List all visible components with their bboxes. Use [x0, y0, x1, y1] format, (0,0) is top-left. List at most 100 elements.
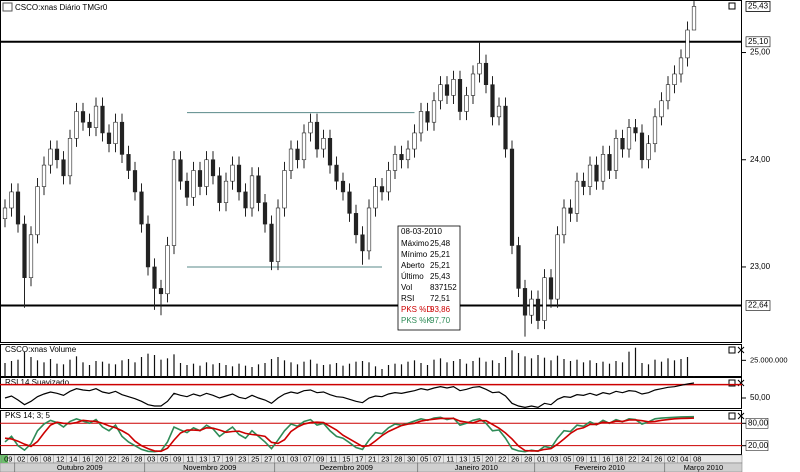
- volume-bar: [342, 365, 344, 377]
- candle-body: [275, 207, 281, 262]
- volume-bar: [17, 359, 19, 377]
- volume-bar: [530, 358, 533, 377]
- x-tick-label: 30: [407, 454, 415, 463]
- volume-bar: [173, 354, 175, 377]
- volume-bar: [634, 347, 637, 377]
- volume-bar: [225, 365, 227, 377]
- stoch-line: [4, 417, 695, 453]
- candle-body: [256, 175, 261, 203]
- candle-body: [600, 154, 606, 182]
- candle-body: [204, 159, 209, 187]
- candle-body: [334, 164, 339, 182]
- stoch-line: [4, 415, 695, 453]
- x-tick-label: 25: [251, 454, 259, 463]
- volume-bar: [615, 361, 617, 377]
- candle-body: [652, 116, 658, 144]
- symbol-icon[interactable]: [2, 2, 13, 12]
- volume-bar: [95, 361, 97, 377]
- x-tick-label: 18: [615, 454, 623, 463]
- candle-body: [308, 121, 313, 134]
- volume-bar: [231, 366, 234, 377]
- x-tick-label: 17: [212, 454, 220, 463]
- candle-body: [542, 277, 547, 321]
- candle-body: [555, 234, 560, 300]
- maximize-button[interactable]: [728, 346, 736, 354]
- candle-body: [516, 245, 521, 289]
- x-tick-label: 11: [589, 454, 597, 463]
- volume-bar: [10, 361, 13, 377]
- maximize-button[interactable]: [728, 379, 736, 387]
- candle-body: [392, 154, 398, 171]
- candle-body: [405, 148, 411, 161]
- level-label-box: [745, 36, 771, 48]
- tooltip-label: Aberto: [401, 261, 425, 270]
- close-buttons[interactable]: [737, 346, 745, 420]
- candle-body: [61, 159, 66, 177]
- tooltip-value: 837152: [430, 283, 457, 292]
- volume-bar: [218, 363, 221, 377]
- volume-bar: [335, 363, 338, 377]
- volume-bar: [277, 357, 279, 377]
- candle-body: [41, 164, 47, 187]
- volume-bar: [485, 361, 487, 377]
- candle-body: [639, 132, 645, 161]
- candle-body: [106, 132, 112, 144]
- maximize-button[interactable]: [728, 412, 736, 420]
- panel-buttons: [728, 2, 745, 420]
- x-tick-label: 16: [82, 454, 90, 463]
- x-tick-label: 01: [537, 454, 545, 463]
- candle-body: [217, 175, 222, 203]
- month-row: [0, 462, 743, 472]
- volume-bar: [478, 357, 481, 377]
- candle-body: [457, 79, 463, 112]
- candle-body: [67, 138, 73, 177]
- candle-body: [386, 170, 391, 193]
- maximize-button[interactable]: [728, 2, 736, 10]
- volume-bar: [628, 351, 630, 377]
- volume-title: CSCO:xnas Volume: [5, 345, 77, 354]
- candle-body: [691, 6, 697, 31]
- candle-body: [145, 223, 151, 268]
- candle-body: [613, 138, 619, 171]
- volume-bar: [134, 362, 136, 377]
- x-tick-label: 07: [303, 454, 311, 463]
- volume-bar: [556, 355, 559, 377]
- volume-bar: [140, 357, 143, 377]
- x-tick-label: 26: [654, 454, 662, 463]
- x-tick-label: 06: [30, 454, 38, 463]
- tooltip-label: Último: [401, 272, 424, 281]
- x-tick-label: 09: [4, 454, 12, 463]
- volume-bar: [647, 364, 650, 377]
- volume-bar: [238, 363, 240, 377]
- candle-body: [360, 234, 365, 252]
- tooltip-label: Máximo: [401, 239, 430, 248]
- candle-body: [366, 207, 372, 252]
- volume-bar: [121, 360, 123, 377]
- candle-body: [126, 154, 131, 171]
- volume-bar: [517, 353, 520, 377]
- volume-bar: [673, 360, 676, 377]
- candle-body: [431, 100, 437, 123]
- candle-body: [9, 191, 14, 209]
- x-tick-label: 11: [186, 454, 194, 463]
- volume-bar: [316, 363, 318, 377]
- volume-bar: [251, 367, 253, 377]
- x-tick-label: 17: [355, 454, 363, 463]
- tooltip-box: [397, 225, 461, 331]
- x-tick-label: 08: [693, 454, 701, 463]
- volume-bar: [589, 360, 591, 377]
- stoch-title: PKS 14; 3; 5: [5, 411, 50, 420]
- x-tick-label: 13: [459, 454, 467, 463]
- x-tick-label: 28: [134, 454, 142, 463]
- candle-body: [158, 288, 164, 295]
- x-tick-label: 20: [485, 454, 493, 463]
- candle-body: [113, 121, 118, 144]
- tooltip-value: 93,86: [430, 305, 451, 314]
- tooltip-label: RSI: [401, 294, 414, 303]
- candle-body: [678, 57, 684, 75]
- candle-body: [665, 84, 671, 102]
- candle-body: [152, 266, 157, 289]
- y-tick-box: [745, 440, 769, 451]
